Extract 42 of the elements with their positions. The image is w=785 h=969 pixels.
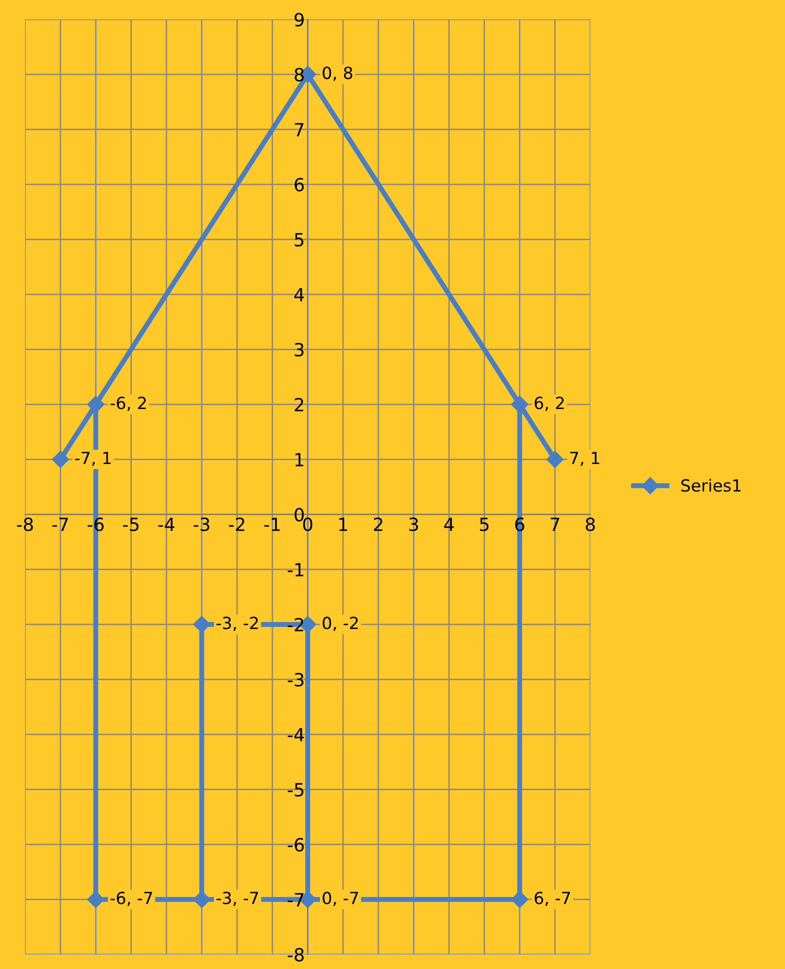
data-label: -3, -2: [216, 616, 258, 631]
y-tick-label: 4: [294, 288, 304, 302]
x-tick-label: 3: [409, 518, 418, 532]
y-tick-label: -1: [288, 563, 304, 576]
x-tick-label: -1: [264, 518, 280, 531]
data-label: 6, -7: [534, 892, 570, 906]
x-tick-label: -3: [194, 518, 210, 532]
legend-label: Series1: [681, 478, 741, 492]
y-tick-label: 3: [294, 342, 304, 357]
y-tick-label: 2: [294, 398, 304, 412]
data-label: -6, -7: [110, 892, 152, 906]
y-tick-label: 5: [294, 233, 304, 247]
data-label: -6, 2: [110, 396, 146, 411]
x-tick-label: -5: [122, 518, 139, 532]
data-label: -7, 1: [75, 452, 111, 466]
x-tick-label: -8: [17, 518, 33, 532]
x-tick-label: 5: [480, 518, 489, 532]
x-tick-label: -4: [158, 518, 174, 531]
data-label: -3, -7: [216, 892, 258, 906]
data-label: 6, 2: [534, 396, 564, 411]
y-tick-label: 7: [294, 123, 304, 136]
data-label: 0, -7: [322, 892, 358, 906]
y-tick-label: -8: [288, 948, 304, 962]
x-tick-label: 4: [444, 518, 454, 531]
x-tick-label: 0: [303, 518, 312, 532]
y-tick-label: -5: [288, 783, 304, 797]
x-tick-label: -2: [228, 518, 244, 531]
data-label: 0, -2: [322, 616, 358, 631]
y-tick-label: -4: [288, 728, 304, 742]
y-tick-label: 9: [294, 12, 304, 26]
x-tick-label: 2: [374, 518, 382, 531]
y-tick-label: 1: [295, 453, 304, 466]
y-tick-label: -6: [288, 838, 304, 852]
y-tick-label: 6: [294, 178, 304, 192]
x-tick-label: -7: [52, 518, 68, 531]
x-tick-label: 1: [339, 518, 348, 531]
y-tick-label: 0: [294, 508, 304, 522]
data-label: 0, 8: [322, 66, 352, 81]
data-label: 7, 1: [570, 452, 600, 466]
y-tick-label: -3: [288, 672, 304, 687]
x-tick-label: 8: [586, 518, 595, 532]
x-tick-label: 7: [550, 518, 560, 531]
